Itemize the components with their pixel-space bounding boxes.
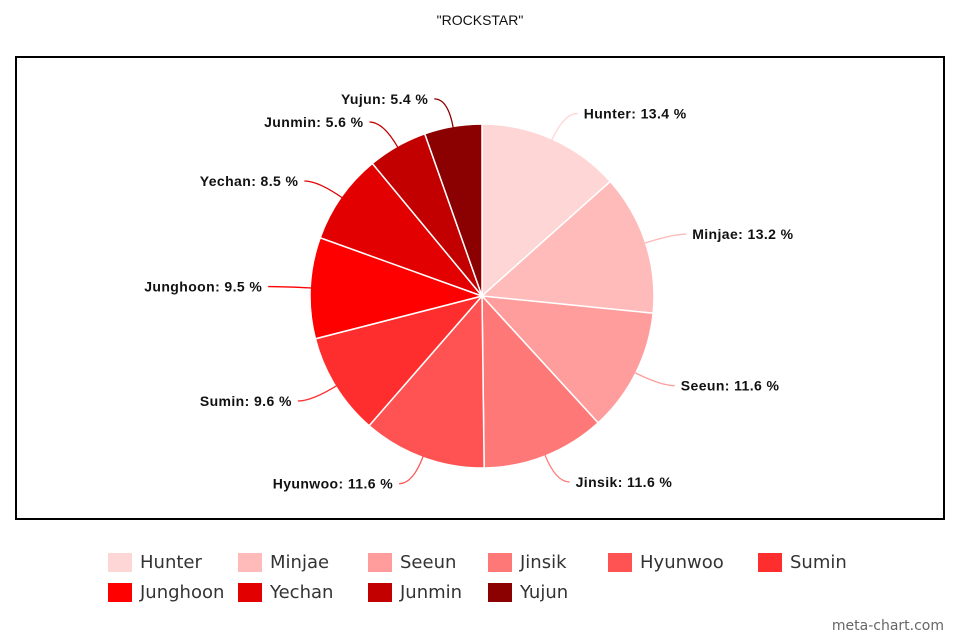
slice-label-yujun: Yujun: 5.4 % — [341, 91, 428, 107]
legend-item-seeun[interactable]: Seeun — [368, 552, 488, 573]
legend-label: Seeun — [400, 551, 457, 573]
legend-label: Sumin — [790, 551, 847, 573]
pie-chart: Hunter: 13.4 % Minjae: 13.2 % Seeun: 11.6 … — [144, 91, 793, 492]
leader-line-yechan — [304, 180, 344, 199]
chart-title: "ROCKSTAR" — [436, 12, 524, 28]
legend-swatch — [108, 582, 132, 602]
legend-swatch — [758, 552, 782, 572]
legend-label: Minjae — [270, 551, 330, 573]
legend-item-yujun[interactable]: Yujun — [488, 582, 608, 603]
legend-swatch — [238, 552, 262, 572]
slice-label-hyunwoo: Hyunwoo: 11.6 % — [273, 476, 394, 492]
legend-swatch — [488, 552, 512, 572]
legend-swatch — [368, 582, 392, 602]
legend-item-minjae[interactable]: Minjae — [238, 552, 368, 573]
legend-item-hunter[interactable]: Hunter — [108, 552, 238, 573]
legend-label: Junmin — [400, 581, 463, 603]
leader-line-hunter — [550, 112, 578, 142]
legend-item-junmin[interactable]: Junmin — [368, 582, 488, 603]
legend-item-sumin[interactable]: Sumin — [758, 552, 858, 573]
legend-item-yechan[interactable]: Yechan — [238, 582, 368, 603]
legend-label: Hunter — [140, 551, 202, 573]
legend-item-jinsik[interactable]: Jinsik — [488, 552, 608, 573]
plot-frame: Hunter: 13.4 % Minjae: 13.2 % Seeun: 11.6 … — [15, 56, 945, 520]
slice-label-hunter: Hunter: 13.4 % — [584, 105, 687, 121]
slice-label-sumin: Sumin: 9.6 % — [200, 393, 292, 409]
legend-swatch — [488, 582, 512, 602]
legend-item-junghoon[interactable]: Junghoon — [108, 582, 238, 603]
leader-line-jinsik — [543, 453, 570, 483]
leader-line-seeun — [633, 371, 675, 387]
legend-label: Yujun — [520, 581, 569, 603]
legend-swatch — [368, 552, 392, 572]
legend-label: Jinsik — [520, 551, 567, 573]
legend-label: Hyunwoo — [640, 551, 724, 573]
legend-item-hyunwoo[interactable]: Hyunwoo — [608, 552, 758, 573]
slice-label-junghoon: Junghoon: 9.5 % — [144, 279, 262, 295]
legend-label: Junghoon — [140, 581, 225, 603]
slice-label-yechan: Yechan: 8.5 % — [200, 173, 299, 189]
leader-line-hyunwoo — [399, 455, 425, 485]
slice-label-seeun: Seeun: 11.6 % — [681, 378, 780, 394]
leader-line-junmin — [369, 121, 399, 149]
slice-label-jinsik: Jinsik: 11.6 % — [576, 474, 673, 490]
leader-line-yujun — [434, 98, 454, 129]
legend-label: Yechan — [270, 581, 334, 603]
slice-label-junmin: Junmin: 5.6 % — [264, 114, 363, 130]
legend-swatch — [238, 582, 262, 602]
legend: Hunter Minjae Seeun Jinsik Hyunwoo Sumin Jungh… — [108, 547, 868, 607]
watermark: meta-chart.com — [831, 618, 944, 634]
legend-row: Junghoon Yechan Junmin Yujun — [108, 577, 868, 607]
leader-line-sumin — [297, 384, 338, 402]
slice-label-minjae: Minjae: 13.2 % — [692, 226, 793, 242]
leader-line-junghoon — [268, 285, 313, 289]
legend-row: Hunter Minjae Seeun Jinsik Hyunwoo Sumin — [108, 547, 868, 577]
legend-swatch — [108, 552, 132, 572]
leader-line-minjae — [643, 233, 687, 245]
legend-swatch — [608, 552, 632, 572]
